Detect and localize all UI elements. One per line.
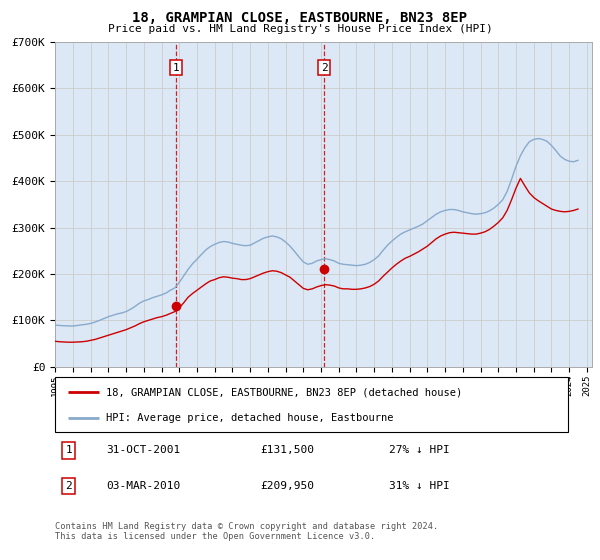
Text: 31-OCT-2001: 31-OCT-2001	[107, 445, 181, 455]
Text: £209,950: £209,950	[260, 481, 314, 491]
Text: 31% ↓ HPI: 31% ↓ HPI	[389, 481, 449, 491]
Text: Price paid vs. HM Land Registry's House Price Index (HPI): Price paid vs. HM Land Registry's House …	[107, 24, 493, 34]
Text: 1: 1	[65, 445, 72, 455]
Text: 2: 2	[65, 481, 72, 491]
Text: £131,500: £131,500	[260, 445, 314, 455]
Text: 27% ↓ HPI: 27% ↓ HPI	[389, 445, 449, 455]
Text: 03-MAR-2010: 03-MAR-2010	[107, 481, 181, 491]
Text: 18, GRAMPIAN CLOSE, EASTBOURNE, BN23 8EP (detached house): 18, GRAMPIAN CLOSE, EASTBOURNE, BN23 8EP…	[107, 388, 463, 397]
Text: 1: 1	[173, 63, 179, 72]
Text: 18, GRAMPIAN CLOSE, EASTBOURNE, BN23 8EP: 18, GRAMPIAN CLOSE, EASTBOURNE, BN23 8EP	[133, 11, 467, 25]
Text: Contains HM Land Registry data © Crown copyright and database right 2024.
This d: Contains HM Land Registry data © Crown c…	[55, 522, 439, 542]
FancyBboxPatch shape	[55, 377, 568, 432]
Text: 2: 2	[320, 63, 328, 72]
Text: HPI: Average price, detached house, Eastbourne: HPI: Average price, detached house, East…	[107, 413, 394, 422]
